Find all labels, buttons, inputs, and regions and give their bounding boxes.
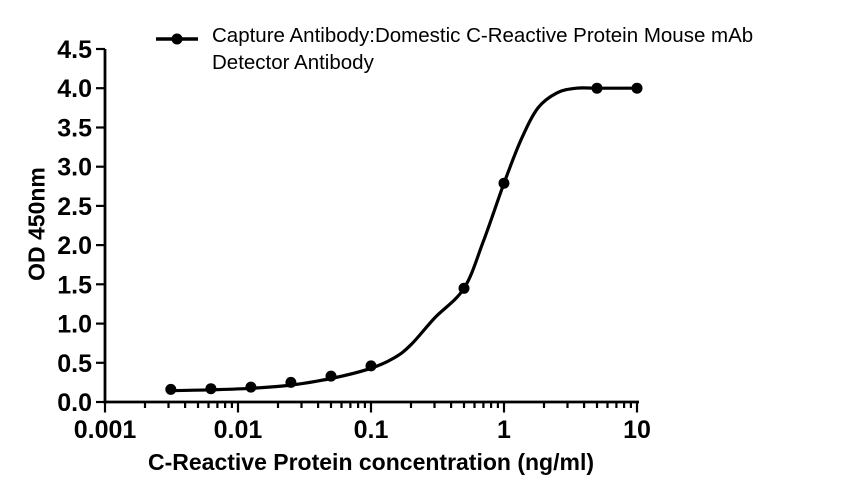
legend-series-label-line1: Capture Antibody:Domestic C-Reactive Pro…: [212, 24, 754, 47]
y-tick-label: 2.5: [57, 193, 92, 221]
y-tick-label: 2.0: [57, 232, 92, 260]
y-tick-label: 0.5: [57, 350, 92, 378]
x-tick-label: 10: [623, 416, 651, 444]
legend-series-label-line2: Detector Antibody: [212, 51, 374, 74]
y-tick-label: 1.0: [57, 311, 92, 339]
legend-text: Capture Antibody:Domestic C-Reactive Pro…: [212, 22, 753, 76]
x-axis-title: C-Reactive Protein concentration (ng/ml): [147, 449, 594, 475]
fit-curve: [169, 86, 639, 393]
legend-circle-marker-icon: [171, 33, 183, 45]
data-point: [498, 177, 510, 189]
legend-line-dot-marker: [156, 33, 198, 45]
x-tick-label: 0.001: [74, 416, 137, 444]
data-point: [245, 381, 257, 393]
y-tick-label: 3.5: [57, 115, 92, 143]
data-point: [458, 282, 470, 294]
y-tick-label: 0.0: [57, 389, 92, 417]
y-tick-label: 4.0: [57, 75, 92, 103]
y-tick-label: 1.5: [57, 271, 92, 299]
data-point: [365, 360, 377, 372]
data-point: [631, 82, 643, 94]
data-point: [285, 376, 297, 388]
x-tick-label: 1: [497, 416, 511, 444]
y-axis-title: OD 450nm: [23, 167, 50, 281]
x-tick-label: 0.1: [354, 416, 389, 444]
data-point: [165, 383, 177, 395]
y-tick-label: 3.0: [57, 154, 92, 182]
y-tick-label: 4.5: [57, 36, 92, 64]
data-point: [325, 370, 337, 382]
data-point: [591, 82, 603, 94]
legend: Capture Antibody:Domestic C-Reactive Pro…: [155, 22, 753, 76]
data-point: [205, 383, 217, 395]
x-tick-label: 0.01: [214, 416, 263, 444]
